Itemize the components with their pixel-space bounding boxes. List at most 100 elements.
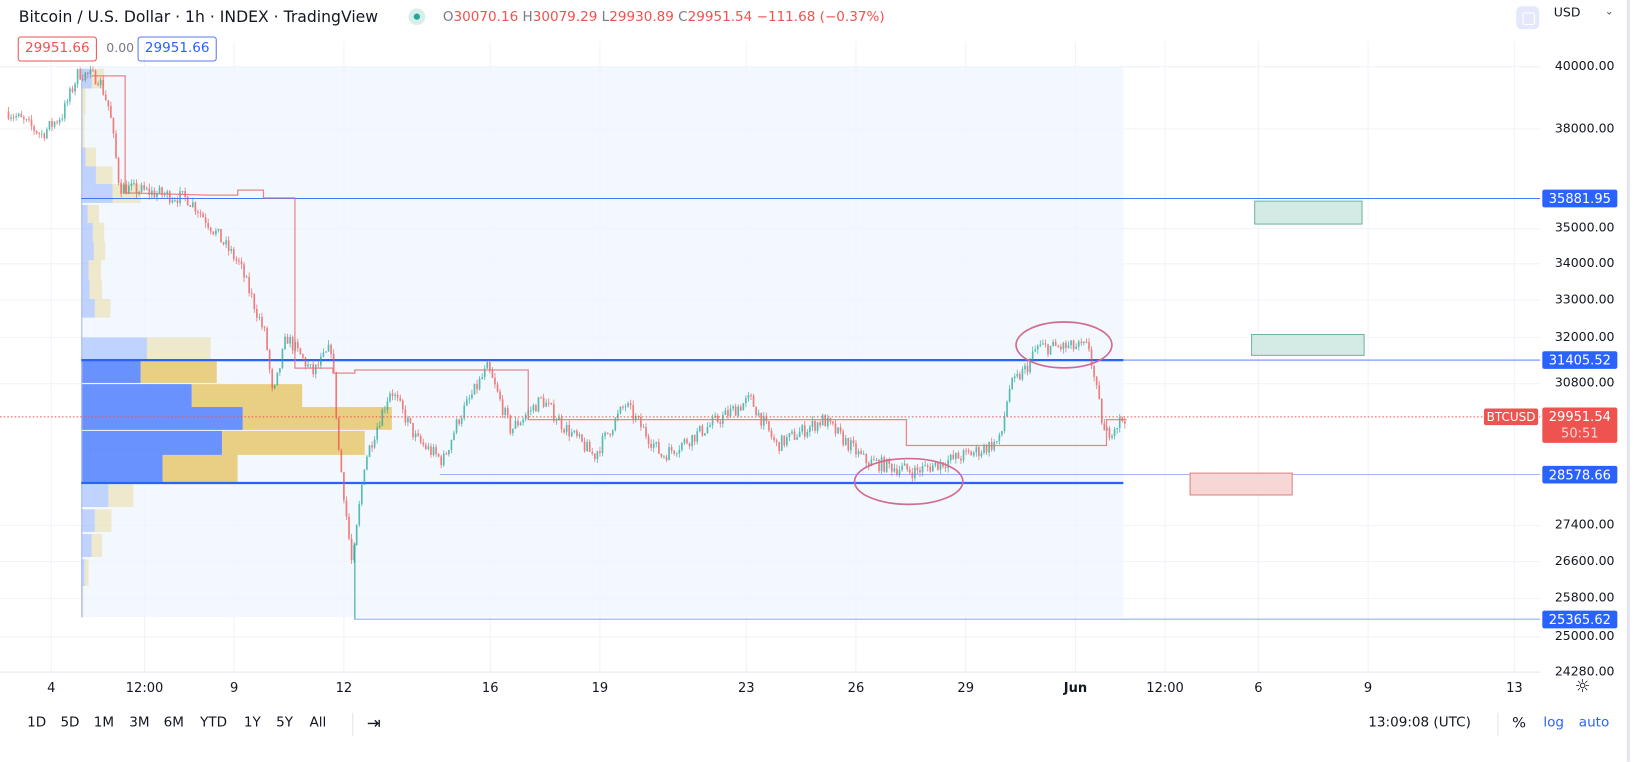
candle: [586, 439, 588, 452]
range-button-1y[interactable]: 1Y: [243, 714, 261, 731]
price-line-label[interactable]: 28578.66: [1542, 465, 1618, 484]
time-tick-label: 12:00: [1146, 679, 1184, 696]
range-button-1m[interactable]: 1M: [93, 714, 115, 731]
high-value: 30079.29: [532, 9, 598, 26]
candle: [135, 179, 138, 198]
profile-buy-bar: [81, 166, 96, 185]
candle: [1062, 341, 1065, 354]
screenshot-icon[interactable]: [1516, 6, 1540, 30]
candle: [1011, 376, 1014, 391]
sell-button[interactable]: 29951.66: [17, 36, 97, 62]
candle: [38, 131, 41, 139]
price-line-label[interactable]: 35881.95: [1542, 189, 1618, 208]
range-button-5y[interactable]: 5Y: [276, 714, 294, 731]
candle: [94, 69, 97, 85]
candle: [345, 496, 348, 521]
candle: [624, 403, 627, 412]
candle: [89, 65, 92, 79]
price-tick-label: 35000.00: [1554, 220, 1615, 235]
range-button-ytd[interactable]: YTD: [200, 714, 228, 731]
candle: [378, 421, 381, 429]
auto-scale-toggle[interactable]: auto: [1578, 714, 1610, 731]
candle: [110, 101, 112, 119]
candle: [768, 420, 770, 433]
highlight-ellipse-top: [1015, 321, 1113, 369]
candle: [791, 429, 793, 435]
candle: [245, 275, 248, 279]
percent-scale-toggle[interactable]: %: [1512, 714, 1526, 732]
candle: [424, 442, 427, 451]
profile-buy-bar: [81, 147, 86, 167]
candle: [156, 190, 158, 202]
range-button-all[interactable]: All: [309, 714, 327, 731]
candle: [1118, 413, 1121, 433]
candle: [778, 441, 781, 455]
candle: [980, 450, 983, 459]
candle: [655, 441, 658, 448]
candle: [967, 448, 970, 455]
utc-clock[interactable]: 13:09:08 (UTC): [1368, 714, 1471, 731]
candle: [465, 395, 468, 407]
candle: [384, 405, 386, 414]
candle: [414, 430, 417, 442]
candle: [604, 431, 606, 440]
candle: [468, 394, 471, 404]
candle: [302, 353, 304, 361]
candle: [563, 427, 565, 435]
candle: [727, 405, 729, 420]
chart-title[interactable]: Bitcoin / U.S. Dollar · 1h · INDEX · Tra…: [18, 7, 379, 27]
candle: [220, 228, 222, 243]
candle: [296, 338, 299, 352]
profile-buy-bar: [81, 184, 113, 203]
settings-gear-icon[interactable]: ☼: [1574, 676, 1591, 698]
candle: [217, 228, 220, 233]
candle: [806, 429, 809, 439]
candle: [1103, 418, 1106, 431]
candle: [286, 333, 289, 344]
price-tick-label: 25800.00: [1554, 590, 1615, 605]
time-tick-label: Jun: [1063, 679, 1088, 696]
range-button-1d[interactable]: 1D: [27, 714, 47, 731]
candle: [596, 450, 599, 463]
candle: [1059, 343, 1062, 352]
candle: [48, 120, 51, 132]
candle: [1067, 341, 1070, 349]
range-button-3m[interactable]: 3M: [129, 714, 150, 731]
candle: [63, 100, 66, 122]
candle: [798, 427, 801, 438]
candle: [176, 196, 179, 208]
profile-sell-bar: [221, 430, 365, 455]
candle: [253, 293, 256, 313]
profile-buy-bar: [81, 260, 89, 281]
candle: [499, 388, 501, 402]
price-line-label[interactable]: 25365.62: [1542, 610, 1618, 629]
close-label: C: [678, 9, 688, 26]
profile-sell-bar: [91, 534, 103, 558]
candle: [1077, 339, 1080, 351]
candle: [652, 439, 655, 453]
currency-selector[interactable]: USD: [1553, 5, 1581, 20]
market-status-icon[interactable]: [408, 8, 426, 26]
candle: [71, 85, 74, 94]
candle: [955, 452, 957, 464]
go-to-date-icon[interactable]: ⇥: [366, 712, 381, 733]
price-line-label[interactable]: 31405.52: [1542, 351, 1618, 369]
profile-buy-bar: [81, 534, 92, 558]
candle: [97, 81, 99, 87]
candle: [839, 423, 842, 435]
chevron-down-icon[interactable]: ⌄: [1604, 6, 1614, 18]
candle: [58, 116, 61, 126]
candle: [975, 444, 978, 457]
candle: [442, 450, 445, 467]
candle: [535, 403, 537, 412]
range-button-5d[interactable]: 5D: [60, 714, 80, 731]
candle: [1093, 364, 1095, 382]
candle: [1080, 338, 1083, 346]
spread-value: 0.00: [106, 40, 135, 56]
candle: [565, 421, 568, 436]
candle: [873, 455, 875, 461]
buy-button[interactable]: 29951.66: [137, 36, 217, 62]
range-button-6m[interactable]: 6M: [163, 714, 184, 731]
log-scale-toggle[interactable]: log: [1543, 714, 1565, 731]
